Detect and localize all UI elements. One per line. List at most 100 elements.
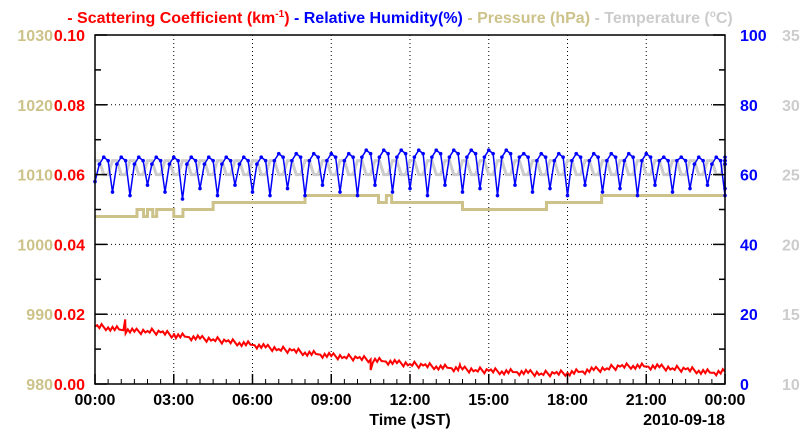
humidity-point [631,155,635,159]
humidity-point [228,158,233,163]
humidity-point [298,155,303,159]
humidity-point [543,155,548,159]
humidity-point [110,190,115,194]
humidity-point [276,151,281,156]
humidity-point [145,183,150,187]
humidity-point [176,158,180,163]
humidity-point [303,193,307,198]
humidity-point [285,186,290,191]
humidity-point [565,193,570,198]
x-tick-label: 21:00 [626,392,667,409]
pressure-line [95,194,725,218]
humidity-point [679,155,684,159]
humidity-point [447,155,452,159]
x-axis-label: Time (JST) [369,412,451,429]
legend-dash: - [67,10,77,27]
humidity-point [535,158,539,163]
legend-item: Temperature ( [604,10,710,27]
humidity-point [220,162,224,166]
x-tick-label: 00:00 [75,392,116,409]
humidity-point [368,151,373,156]
humidity-point [403,151,408,156]
temperature-tick-label: 15 [782,307,800,324]
humidity-point [591,151,596,156]
humidity-point [241,155,246,159]
humidity-point [180,197,185,201]
humidity-point [373,183,377,187]
x-tick-label: 09:00 [311,392,352,409]
humidity-point [613,155,618,159]
legend-item: Pressure (hPa) [477,10,590,27]
legend-superscript: o [710,9,716,20]
pressure-tick-label: 1030 [17,28,53,45]
humidity-point [622,158,627,163]
humidity-point [657,158,662,163]
humidity-point [141,158,145,163]
humidity-point [486,148,491,152]
humidity-point [653,183,657,187]
humidity-point [434,148,439,152]
legend-text: - Scattering Coefficient (km-1) - Relati… [67,9,733,27]
humidity-point [250,190,255,194]
series [93,148,727,379]
temperature-line [95,159,727,177]
humidity-point [163,190,167,194]
humidity-point [552,158,557,163]
humidity-point [311,151,316,156]
scattering-tick-label: 0.08 [54,98,85,115]
humidity-point [202,162,207,166]
humidity-point [333,155,338,159]
temperature-tick-label: 25 [782,168,800,185]
humidity-point [482,155,487,159]
humidity-point [618,186,622,191]
humidity-point [390,190,395,194]
humidity-point [154,155,159,159]
humidity-point [513,183,517,187]
humidity-point [438,151,443,156]
humidity-point [101,155,106,159]
humidity-point [355,193,360,198]
humidity-point [661,155,666,159]
humidity-point [670,190,675,194]
x-tick-label: 18:00 [547,392,588,409]
humidity-point [456,151,460,156]
humidity-point [605,158,609,163]
humidity-point [171,155,176,159]
legend-dash: - [590,10,604,27]
scattering-tick-label: 0.00 [54,377,85,394]
humidity-point [272,158,277,163]
humidity-point [206,155,211,159]
humidity-point [338,190,342,194]
humidity-point [469,148,474,152]
humidity-point [412,155,417,159]
humidity-tick-label: 80 [740,98,758,115]
legend-item-tail: C) [716,10,733,27]
humidity-point [574,151,579,156]
humidity-point [430,155,434,159]
legend-item: Relative Humidity(%) [304,10,463,27]
humidity-point [364,148,369,152]
humidity-point [346,151,351,156]
humidity-point [307,158,312,163]
humidity-point [106,158,110,163]
humidity-point [478,186,482,191]
humidity-point [696,155,701,159]
humidity-point [530,190,535,194]
humidity-point [583,183,587,187]
humidity-point [329,151,334,156]
humidity-tick-label: 60 [740,168,758,185]
humidity-point [421,151,425,156]
humidity-point [97,162,102,166]
humidity-point [556,151,561,156]
humidity-point [648,155,653,159]
x-tick-label: 00:00 [705,392,746,409]
pressure-tick-label: 1000 [17,237,53,254]
humidity-point [508,151,513,156]
humidity-point [233,183,237,187]
humidity-point [644,151,649,156]
humidity-point [692,162,697,166]
humidity-point [128,193,132,198]
scattering-line [94,319,726,379]
humidity-point [189,155,194,159]
